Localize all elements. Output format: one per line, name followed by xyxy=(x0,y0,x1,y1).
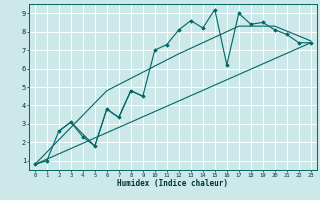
X-axis label: Humidex (Indice chaleur): Humidex (Indice chaleur) xyxy=(117,179,228,188)
